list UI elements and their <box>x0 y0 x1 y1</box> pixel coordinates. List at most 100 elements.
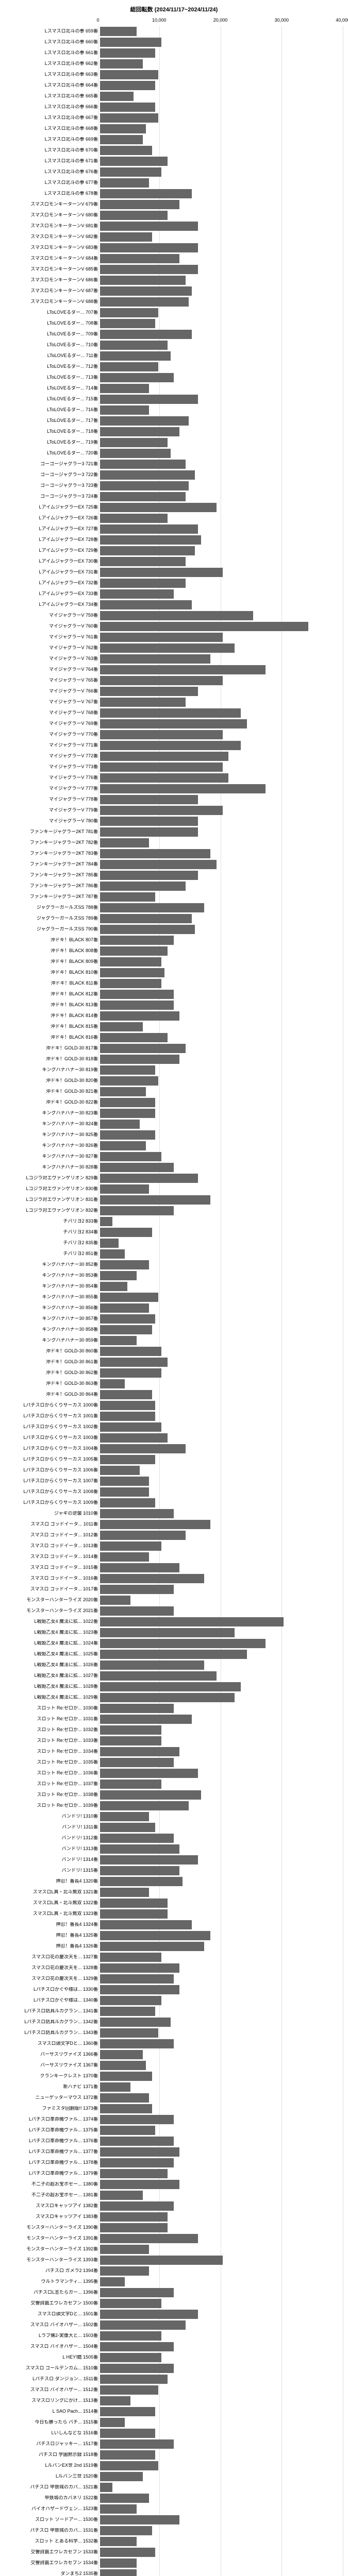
bar-row: モンスターハンターライズ 2020番 <box>5 1595 343 1605</box>
bar-row: スマスロ ゴッドイータ... 1015番 <box>5 1562 343 1573</box>
bar-row: Lパチスロからくりサーカス 1006番 <box>5 1465 343 1476</box>
row-label: Lパチスロ防具ルカグラン... 1343番 <box>5 2030 100 2035</box>
row-label: スマスロ花の慶次天を... 1329番 <box>5 1976 100 1981</box>
bar-row: L戦姫乙女4 魔法に拡... 1026番 <box>5 1659 343 1670</box>
bar <box>100 1076 158 1086</box>
row-label: Lパチスロ防具ルカグラン... 1341番 <box>5 2009 100 2013</box>
bar <box>100 157 168 166</box>
row-label: バンドリ! 1310番 <box>5 1814 100 1819</box>
row-label: スマスロモンキーターンV 688番 <box>5 299 100 304</box>
bar <box>100 2018 171 2027</box>
bar-row: スマスロモンキーターンV 679番 <box>5 199 343 210</box>
bar-row: キングハナハナー30 854番 <box>5 1281 343 1292</box>
row-label: ダンまち2 1535番 <box>5 2571 100 2576</box>
bar-row: マイジャグラーV 765番 <box>5 675 343 686</box>
row-label: ジャグラーガールズSS 790番 <box>5 927 100 931</box>
bar <box>100 81 155 90</box>
bar <box>100 611 253 620</box>
bar-row: Lスマスロ北斗の拳 676番 <box>5 166 343 177</box>
bar <box>100 1271 137 1280</box>
bar-row: 沖ドキ！BLACK 810番 <box>5 967 343 978</box>
row-label: スマスロ花の慶次天を... 1328番 <box>5 1965 100 1970</box>
bar <box>100 1953 161 1962</box>
bar <box>100 1444 186 1453</box>
bar-row: Lパチスロ防具ルカグラン... 1343番 <box>5 2027 343 2038</box>
bar-row: Lスマスロ北斗の拳 662番 <box>5 58 343 69</box>
row-label: スマスロ バイオハザー... 1502番 <box>5 2323 100 2327</box>
bar-row: 交響詩篇エウレカセブン 1533番 <box>5 2547 343 2557</box>
row-label: Lパチスロ革命機ヴァル... 1378番 <box>5 2160 100 2165</box>
x-axis: 010,00020,00030,00040,000 <box>98 15 343 26</box>
bar-row: Lアイムジャグラ一EX 725番 <box>5 502 343 513</box>
row-label: スロット とある科学... 1532番 <box>5 2539 100 2544</box>
bar-row: スロット Re:ゼロか... 1031番 <box>5 1714 343 1724</box>
bar-row: パチスロ 甲鉄城のカバ... 1521番 <box>5 2482 343 2493</box>
bar <box>100 1650 247 1659</box>
row-label: スマスロモンキーターンV 685番 <box>5 267 100 272</box>
bar-row: Lアイムジャグラ一EX 731番 <box>5 567 343 578</box>
row-label: スロット Re:ゼロか... 1033番 <box>5 1738 100 1743</box>
bar-row: スマスロ花の慶次天を... 1327番 <box>5 1952 343 1962</box>
bar-row: 沖ドキ！GOLD-30 862番 <box>5 1367 343 1378</box>
bar <box>100 330 192 339</box>
bar-row: Lルバン三世 1520番 <box>5 2471 343 2482</box>
row-label: 交響詩篇エウレカセブン 1500番 <box>5 2301 100 2306</box>
bar-row: 沖ドキ！GOLD-30 820番 <box>5 1075 343 1086</box>
bar <box>100 1844 179 1854</box>
bar <box>100 871 198 880</box>
row-label: スマスロ ゴッドイータ... 1011番 <box>5 1522 100 1527</box>
row-label: マイジャグラーV 777番 <box>5 786 100 791</box>
bar <box>100 1152 161 1161</box>
bar <box>100 2375 168 2384</box>
bar-row: キングハナハナー30 819番 <box>5 1064 343 1075</box>
bar <box>100 914 192 923</box>
row-label: 沖ドキ！GOLD-30 863番 <box>5 1381 100 1386</box>
bar <box>100 232 152 242</box>
row-label: ウルトラマンティ... 1395番 <box>5 2279 100 2284</box>
row-label: 沖ドキ！GOLD-30 864番 <box>5 1392 100 1397</box>
row-label: 沖ドキ！GOLD-30 822番 <box>5 1100 100 1105</box>
bar <box>100 2245 149 2254</box>
bar-row: Lアイムジャグラ一EX 733番 <box>5 588 343 599</box>
row-label: ジャギの逆襲 1010番 <box>5 1511 100 1516</box>
row-label: バンドリ! 1312番 <box>5 1836 100 1840</box>
bar-row: 押忍！番長4 1320番 <box>5 1876 343 1887</box>
bar <box>100 1855 198 1865</box>
row-label: スロット Re:ゼロか... 1038番 <box>5 1792 100 1797</box>
row-label: マイジャグラーV 764番 <box>5 667 100 672</box>
bar <box>100 2407 155 2416</box>
bar-row: Lパチスロからくりサーカス 1009番 <box>5 1497 343 1508</box>
row-label: Lアイムジャグラ一EX 734番 <box>5 602 100 607</box>
bar <box>100 849 210 858</box>
bar-row: L戦姫乙女4 魔法に拡... 1022番 <box>5 1616 343 1627</box>
row-label: Lパチスロからくりサーカス 1001番 <box>5 1414 100 1418</box>
bar-row: スマスロモンキーターンV 681番 <box>5 221 343 231</box>
bar-row: Lスマスロ北斗の拳 677番 <box>5 177 343 188</box>
bar-row: 沖ドキ！GOLD-30 861番 <box>5 1357 343 1367</box>
bar <box>100 1801 189 1810</box>
bar <box>100 1942 204 1951</box>
row-label: 沖ドキ！GOLD-30 860番 <box>5 1349 100 1353</box>
row-label: スマスロ ゴッドイータ... 1012番 <box>5 1533 100 1537</box>
bar-row: チバリヨ2 833番 <box>5 1216 343 1227</box>
row-label: Lスマスロ北斗の拳 677番 <box>5 180 100 185</box>
row-label: Lアイムジャグラ一EX 730番 <box>5 559 100 564</box>
bar <box>100 2558 137 2568</box>
row-label: キングハナハナー30 853番 <box>5 1273 100 1278</box>
bar <box>100 1011 179 1021</box>
bar <box>100 1963 179 1973</box>
row-label: キングハナハナー30 825番 <box>5 1132 100 1137</box>
row-label: チバリヨ2 834番 <box>5 1230 100 1234</box>
bar <box>100 297 189 307</box>
bar-row: キングハナハナー30 857番 <box>5 1313 343 1324</box>
bar-row: L戦姫乙女4 魔法に拡... 1023番 <box>5 1627 343 1638</box>
bar-row: マイジャグラーV 780番 <box>5 816 343 826</box>
row-label: マイジャグラーV 765番 <box>5 678 100 683</box>
bar <box>100 2472 143 2481</box>
bar-row: Lパチスロからくりサーカス 1008番 <box>5 1486 343 1497</box>
row-label: Lスマスロ北斗の拳 667番 <box>5 115 100 120</box>
bar-row: Lスマスロ北斗の拳 664番 <box>5 80 343 91</box>
row-label: スマスロ頭文字Dと... 1501番 <box>5 2312 100 2316</box>
row-label: スマスロモンキーターンV 686番 <box>5 278 100 282</box>
row-label: マイジャグラーV 761番 <box>5 635 100 639</box>
